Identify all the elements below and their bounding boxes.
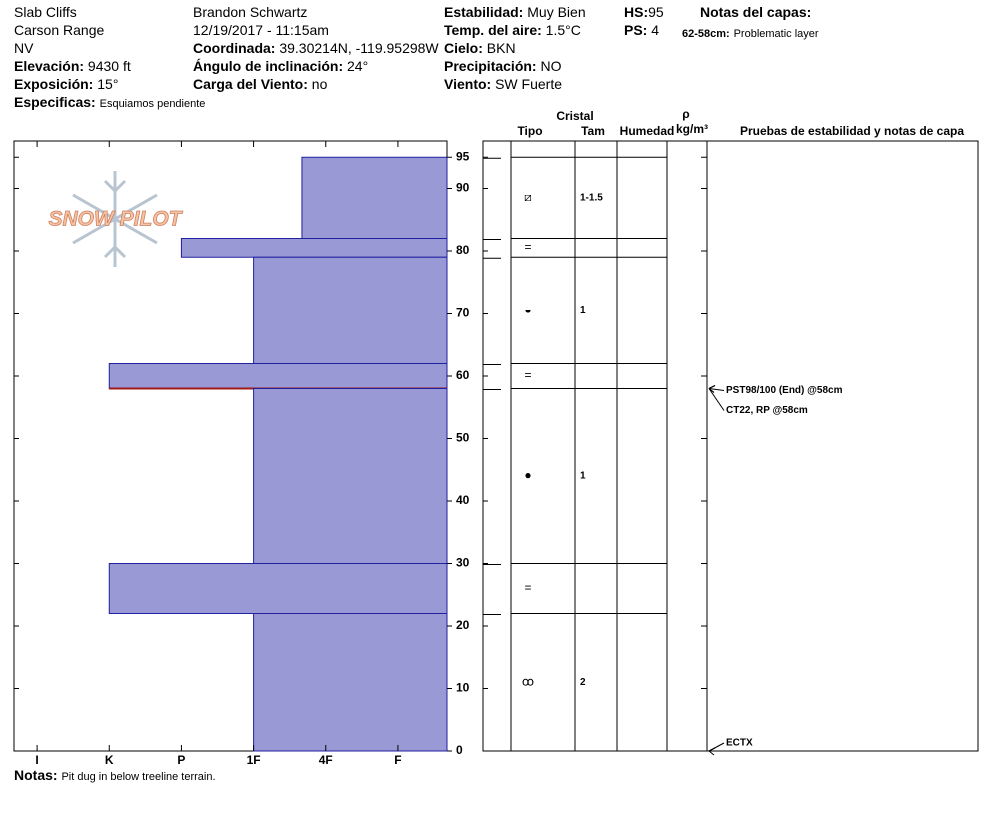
layer-note: 62-58cm: Problematic layer	[682, 28, 819, 40]
table-columns	[510, 141, 708, 751]
test-arrow	[708, 388, 725, 391]
table-frame	[482, 140, 979, 752]
aspect: Exposición: 15°	[14, 76, 119, 92]
grain-size: 1-1.5	[580, 193, 603, 204]
hardness-label: K	[105, 753, 114, 767]
hardness-label: P	[177, 753, 185, 767]
test-arrow	[708, 388, 725, 411]
header-rho: ρ	[682, 107, 689, 121]
hardness-label: 1F	[247, 753, 261, 767]
logo-text: SNOW PILOT	[49, 208, 184, 231]
datetime: 12/19/2017 - 11:15am	[193, 22, 329, 38]
range: Carson Range	[14, 22, 105, 38]
hardness-bar	[108, 363, 448, 389]
slope: Ángulo de inclinación: 24°	[193, 58, 369, 74]
depth-label: 30	[456, 556, 470, 570]
depth-label: 10	[456, 681, 470, 695]
hs: HS:95	[624, 4, 664, 20]
logo	[72, 171, 158, 267]
hardness-bar	[301, 156, 448, 239]
depth-label: 0	[456, 743, 463, 757]
header-type: Tipo	[517, 124, 542, 138]
depth-label: 50	[456, 431, 470, 445]
grain-size: 2	[580, 677, 586, 688]
grain-type: =	[524, 581, 531, 595]
hardness-bar	[253, 388, 448, 564]
ps: PS: 4	[624, 22, 660, 38]
hardness-bar	[180, 238, 448, 258]
hardness-label: F	[394, 753, 401, 767]
air-temp: Temp. del aire: 1.5°C	[444, 22, 581, 38]
header-tests: Pruebas de estabilidad y notas de capa	[740, 124, 964, 138]
hardness-label: I	[35, 753, 38, 767]
site: Slab Cliffs	[14, 4, 77, 20]
depth-label: 90	[456, 181, 470, 195]
test-arrowhead	[708, 747, 716, 756]
layer-notes-title: Notas del capas:	[700, 4, 812, 20]
elevation: Elevación: 9430 ft	[14, 58, 131, 74]
test-arrowhead	[708, 385, 716, 393]
test-label: CT22, RP @58cm	[726, 405, 808, 416]
header-size: Tam	[581, 124, 605, 138]
specifics: Especificas: Esquiamos pendiente	[14, 94, 206, 110]
hardness-bar	[253, 256, 448, 364]
depth-label: 70	[456, 306, 470, 320]
notes: Notas: Pit dug in below treeline terrain…	[14, 767, 216, 783]
grain-type: =	[524, 368, 531, 382]
grain-size: 1	[580, 471, 586, 482]
grain-type: ꝏ	[522, 674, 534, 688]
grain-type: ●	[524, 468, 531, 482]
depth-label: 80	[456, 243, 470, 257]
depth-label: 95	[456, 149, 470, 163]
hardness-label: 4F	[319, 753, 333, 767]
header-density-unit: kg/m³	[676, 122, 708, 136]
header-crystal: Cristal	[556, 109, 593, 123]
depth-label: 60	[456, 368, 470, 382]
grain-type: ⧄	[524, 190, 532, 204]
header-moisture: Humedad	[620, 124, 675, 138]
hardness-bar	[253, 613, 448, 752]
test-label: PST98/100 (End) @58cm	[726, 385, 843, 396]
sky: Cielo: BKN	[444, 40, 516, 56]
grain-type: ◒	[524, 303, 531, 317]
precip: Precipitación: NO	[444, 58, 562, 74]
depth-label: 20	[456, 618, 470, 632]
state: NV	[14, 40, 34, 56]
wind: Viento: SW Fuerte	[444, 76, 562, 92]
stability: Estabilidad: Muy Bien	[444, 4, 586, 20]
hardness-bar	[108, 563, 448, 614]
coords: Coordinada: 39.30214N, -119.95298W	[193, 40, 439, 56]
wind-load: Carga del Viento: no	[193, 76, 328, 92]
test-label: ECTX	[726, 738, 753, 749]
depth-label: 40	[456, 493, 470, 507]
observer: Brandon Schwartz	[193, 4, 308, 20]
grain-size: 1	[580, 305, 586, 316]
grain-type: =	[524, 240, 531, 254]
